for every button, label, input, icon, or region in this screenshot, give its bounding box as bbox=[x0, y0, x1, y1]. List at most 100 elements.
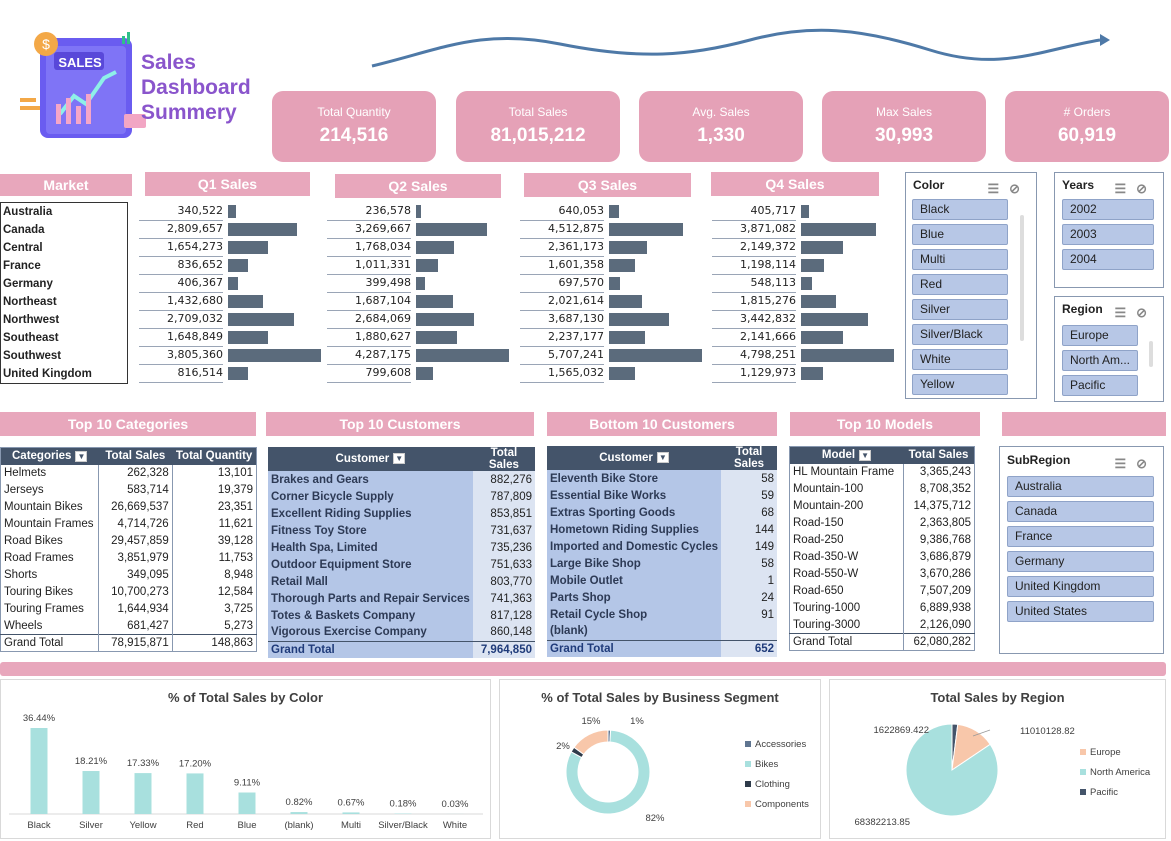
table-row[interactable]: Touring Frames 1,644,934 3,725 bbox=[0, 600, 257, 618]
table-row[interactable]: Mountain Frames 4,714,726 11,621 bbox=[0, 515, 257, 533]
multi-select-icon[interactable]: ☰ bbox=[987, 181, 1010, 196]
multi-select-icon[interactable]: ☰ bbox=[1114, 305, 1137, 320]
slicer-item[interactable]: Yellow bbox=[912, 374, 1008, 395]
legend-item[interactable]: North America bbox=[1080, 767, 1150, 778]
bar-yellow[interactable] bbox=[134, 773, 152, 814]
bar-blue[interactable] bbox=[238, 792, 256, 815]
slicer-item[interactable]: Blue bbox=[912, 224, 1008, 245]
table-row[interactable]: Parts Shop 24 bbox=[547, 589, 777, 606]
legend-item[interactable]: Pacific bbox=[1080, 787, 1118, 798]
filter-icon[interactable]: ▼ bbox=[859, 449, 872, 461]
table-cell: Helmets bbox=[0, 464, 99, 482]
filter-icon[interactable]: ▼ bbox=[393, 453, 406, 465]
table-row[interactable]: Wheels 681,427 5,273 bbox=[0, 617, 257, 635]
slicer-item[interactable]: Red bbox=[912, 274, 1008, 295]
column-header[interactable]: Customer ▼ bbox=[547, 446, 722, 470]
table-row[interactable]: Road Frames 3,851,979 11,753 bbox=[0, 549, 257, 567]
clear-filter-icon[interactable]: ⊘ bbox=[1136, 305, 1157, 320]
slicer-item[interactable]: 2004 bbox=[1062, 249, 1154, 270]
filter-icon[interactable]: ▼ bbox=[656, 452, 669, 464]
slicer-item[interactable]: Pacific bbox=[1062, 375, 1138, 396]
table-row[interactable]: Road-350-W 3,686,879 bbox=[789, 548, 975, 566]
table-row[interactable]: Excellent Riding Supplies 853,851 bbox=[268, 505, 535, 522]
slicer-item[interactable]: Black bbox=[912, 199, 1008, 220]
table-row[interactable]: Eleventh Bike Store 58 bbox=[547, 470, 777, 487]
table-row[interactable]: Retail Mall 803,770 bbox=[268, 573, 535, 590]
table-row[interactable]: Road-650 7,507,209 bbox=[789, 582, 975, 600]
table-row[interactable]: Imported and Domestic Cycles 149 bbox=[547, 538, 777, 555]
slicer-item[interactable]: Silver/Black bbox=[912, 324, 1008, 345]
table-row[interactable]: HL Mountain Frame 3,365,243 bbox=[789, 463, 975, 481]
table-row[interactable]: Jerseys 583,714 19,379 bbox=[0, 481, 257, 499]
legend-item[interactable]: Bikes bbox=[745, 759, 778, 770]
slicer-item[interactable]: Germany bbox=[1007, 551, 1154, 572]
table-row[interactable]: Corner Bicycle Supply 787,809 bbox=[268, 488, 535, 505]
table-row[interactable]: Brakes and Gears 882,276 bbox=[268, 471, 535, 488]
bar-blank[interactable] bbox=[290, 812, 308, 814]
table-row[interactable]: Touring-1000 6,889,938 bbox=[789, 599, 975, 617]
legend-item[interactable]: Europe bbox=[1080, 747, 1121, 758]
table-row[interactable]: Health Spa, Limited 735,236 bbox=[268, 539, 535, 556]
slicer-scrollbar[interactable] bbox=[1020, 215, 1024, 341]
bar-black[interactable] bbox=[30, 728, 48, 814]
table-row[interactable]: Essential Bike Works 59 bbox=[547, 487, 777, 504]
table-row[interactable]: Totes & Baskets Company 817,128 bbox=[268, 607, 535, 624]
segment-bikes[interactable] bbox=[565, 729, 651, 815]
slicer-item[interactable]: 2002 bbox=[1062, 199, 1154, 220]
table-row[interactable]: Touring Bikes 10,700,273 12,584 bbox=[0, 583, 257, 601]
slicer-item[interactable]: 2003 bbox=[1062, 224, 1154, 245]
table-row[interactable]: Helmets 262,328 13,101 bbox=[0, 464, 257, 482]
table-row[interactable]: Mountain Bikes 26,669,537 23,351 bbox=[0, 498, 257, 516]
slicer-item[interactable]: Europe bbox=[1062, 325, 1138, 346]
table-row[interactable]: Extras Sporting Goods 68 bbox=[547, 504, 777, 521]
table-row[interactable]: Road-250 9,386,768 bbox=[789, 531, 975, 549]
table-row[interactable]: Road-150 2,363,805 bbox=[789, 514, 975, 532]
table-row[interactable]: Large Bike Shop 58 bbox=[547, 555, 777, 572]
column-header[interactable]: Customer ▼ bbox=[268, 447, 473, 471]
clear-filter-icon[interactable]: ⊘ bbox=[1136, 456, 1157, 471]
table-row[interactable]: Outdoor Equipment Store 751,633 bbox=[268, 556, 535, 573]
slicer-item[interactable]: Multi bbox=[912, 249, 1008, 270]
table-row[interactable]: Fitness Toy Store 731,637 bbox=[268, 522, 535, 539]
slicer-item[interactable]: White bbox=[912, 349, 1008, 370]
table-row[interactable]: Vigorous Exercise Company 860,148 bbox=[268, 624, 535, 641]
table-row[interactable]: Retail Cycle Shop 91 bbox=[547, 606, 777, 623]
segment-components[interactable] bbox=[573, 729, 609, 756]
slice-north-america[interactable] bbox=[905, 723, 999, 817]
filter-icon[interactable]: ▼ bbox=[75, 450, 88, 462]
bar-multi[interactable] bbox=[342, 812, 360, 814]
slicer-scrollbar[interactable] bbox=[1149, 341, 1153, 367]
kpi-label: Avg. Sales bbox=[692, 105, 750, 119]
slicer-item[interactable]: United Kingdom bbox=[1007, 576, 1154, 597]
table-row[interactable]: Road Bikes 29,457,859 39,128 bbox=[0, 532, 257, 550]
table-row[interactable]: Hometown Riding Supplies 144 bbox=[547, 521, 777, 538]
multi-select-icon[interactable]: ☰ bbox=[1114, 181, 1137, 196]
grand-total-row: Grand Total 7,964,850 bbox=[268, 640, 535, 658]
bar-red[interactable] bbox=[186, 773, 204, 814]
legend-item[interactable]: Clothing bbox=[745, 779, 790, 790]
column-header[interactable]: Categories ▼ bbox=[0, 447, 99, 465]
legend-item[interactable]: Components bbox=[745, 799, 809, 810]
table-cell: Shorts bbox=[0, 566, 99, 584]
slicer-item[interactable]: United States bbox=[1007, 601, 1154, 622]
table-row[interactable]: Mobile Outlet 1 bbox=[547, 572, 777, 589]
table-row[interactable]: (blank) bbox=[547, 623, 777, 640]
slicer-item[interactable]: North Am... bbox=[1062, 350, 1138, 371]
slicer-item[interactable]: France bbox=[1007, 526, 1154, 547]
bar-silver[interactable] bbox=[82, 771, 100, 814]
clear-filter-icon[interactable]: ⊘ bbox=[1009, 181, 1030, 196]
multi-select-icon[interactable]: ☰ bbox=[1114, 456, 1137, 471]
table-row[interactable]: Shorts 349,095 8,948 bbox=[0, 566, 257, 584]
table-row[interactable]: Touring-3000 2,126,090 bbox=[789, 616, 975, 634]
clear-filter-icon[interactable]: ⊘ bbox=[1136, 181, 1157, 196]
table-row[interactable]: Mountain-100 8,708,352 bbox=[789, 480, 975, 498]
data-label: 9.11% bbox=[234, 778, 261, 789]
slicer-item[interactable]: Silver bbox=[912, 299, 1008, 320]
table-row[interactable]: Mountain-200 14,375,712 bbox=[789, 497, 975, 515]
slicer-item[interactable]: Canada bbox=[1007, 501, 1154, 522]
slicer-item[interactable]: Australia bbox=[1007, 476, 1154, 497]
table-row[interactable]: Thorough Parts and Repair Services 741,36… bbox=[268, 590, 535, 607]
table-row[interactable]: Road-550-W 3,670,286 bbox=[789, 565, 975, 583]
legend-item[interactable]: Accessories bbox=[745, 739, 806, 750]
column-header[interactable]: Model ▼ bbox=[789, 446, 904, 464]
